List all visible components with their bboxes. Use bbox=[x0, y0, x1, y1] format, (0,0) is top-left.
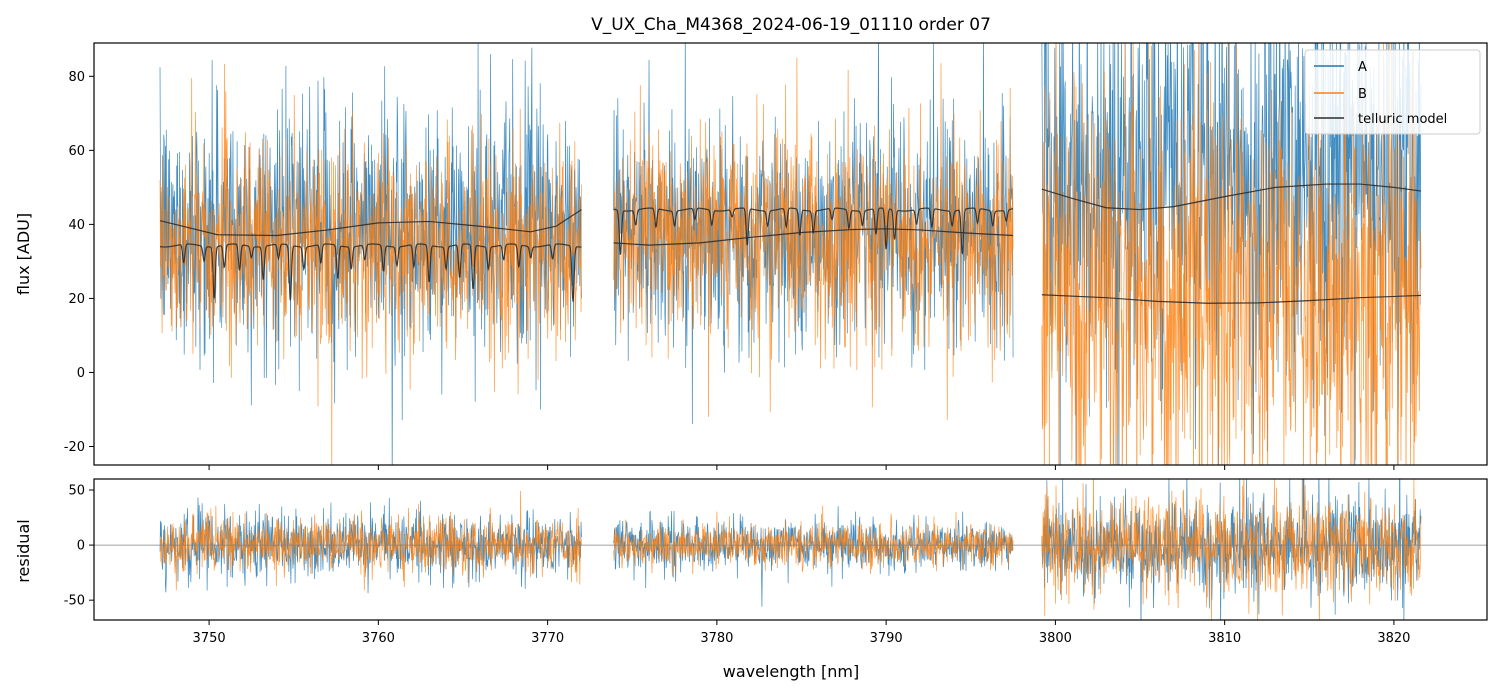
chart-title: V_UX_Cha_M4368_2024-06-19_01110 order 07 bbox=[591, 15, 991, 35]
residual-series-b-segment-2 bbox=[613, 505, 1014, 577]
legend-label-a: A bbox=[1358, 60, 1367, 75]
flux-ytick-label-3: 40 bbox=[68, 218, 85, 233]
residual-plot-area bbox=[94, 479, 1487, 620]
telluric-model-line-6 bbox=[1041, 294, 1422, 304]
residual-y-axis-label: residual bbox=[14, 519, 33, 582]
x-axis-label: wavelength [nm] bbox=[723, 662, 860, 681]
flux-ytick-label-1: 0 bbox=[77, 366, 85, 381]
residual-ytick-label-1: 0 bbox=[77, 539, 85, 554]
telluric-model-line-1 bbox=[159, 209, 582, 237]
flux-panel: -20 0 20 40 60 80 flux [ADU] A B telluric mod… bbox=[14, 42, 1488, 470]
flux-series-b-segment-3 bbox=[1041, 43, 1422, 465]
flux-y-axis-label: flux [ADU] bbox=[14, 213, 33, 295]
residual-series-b-segment-1 bbox=[159, 490, 582, 591]
x-tick-label-1: 3760 bbox=[362, 631, 395, 646]
residual-y-ticks: -50 0 50 bbox=[64, 484, 94, 609]
legend: A B telluric model bbox=[1304, 49, 1481, 135]
x-tick-label-2: 3770 bbox=[531, 631, 564, 646]
flux-ytick-label-5: 80 bbox=[68, 70, 85, 85]
flux-plot-area bbox=[159, 43, 1422, 465]
telluric-model-line-3 bbox=[613, 228, 1014, 246]
telluric-model-line-2 bbox=[159, 243, 582, 302]
residual-series-b-segment-3 bbox=[1041, 479, 1422, 620]
x-tick-label-7: 3820 bbox=[1377, 631, 1410, 646]
telluric-model-line-4 bbox=[613, 207, 1014, 255]
flux-axes-frame bbox=[93, 42, 1488, 466]
x-tick-label-4: 3790 bbox=[870, 631, 903, 646]
flux-series-b-segment-2 bbox=[613, 57, 1014, 420]
residual-ytick-label-0: -50 bbox=[64, 594, 85, 609]
legend-label-telluric: telluric model bbox=[1358, 112, 1447, 127]
flux-y-ticks: -20 0 20 40 60 80 bbox=[64, 70, 94, 455]
residual-ytick-label-2: 50 bbox=[68, 484, 85, 499]
residual-x-ticks: 3750 3760 3770 3780 3790 3800 3810 3820 bbox=[193, 620, 1410, 646]
x-tick-label-5: 3800 bbox=[1039, 631, 1072, 646]
flux-ytick-label-4: 60 bbox=[68, 144, 85, 159]
legend-box bbox=[1304, 49, 1481, 135]
flux-ytick-label-2: 20 bbox=[68, 292, 85, 307]
flux-ytick-label-0: -20 bbox=[64, 440, 85, 455]
x-tick-label-3: 3780 bbox=[700, 631, 733, 646]
legend-label-b: B bbox=[1358, 87, 1367, 102]
flux-x-ticks bbox=[208, 465, 1395, 470]
telluric-model-line-5 bbox=[1041, 183, 1422, 211]
x-tick-label-0: 3750 bbox=[193, 631, 226, 646]
x-tick-label-6: 3810 bbox=[1208, 631, 1241, 646]
residual-axes-frame bbox=[93, 478, 1488, 621]
